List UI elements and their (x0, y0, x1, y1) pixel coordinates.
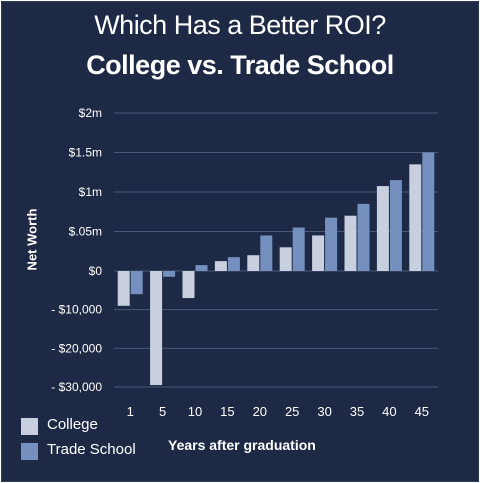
bar-trade-school (292, 227, 305, 271)
x-tick-label: 15 (220, 404, 234, 419)
bar-college (214, 261, 227, 271)
x-tick-label: 35 (350, 404, 364, 419)
y-tick-label: $0 (89, 264, 103, 278)
bar-trade-school (130, 271, 143, 295)
bar-college (409, 164, 422, 271)
x-tick-label: 25 (285, 404, 299, 419)
x-axis-title: Years after graduation (168, 437, 316, 453)
x-tick-labels: 1 5 10 15 20 25 30 35 40 45 (127, 404, 429, 419)
bar-trade-school (422, 152, 435, 271)
x-tick-label: 20 (253, 404, 267, 419)
bar-trade-school (357, 203, 370, 271)
x-tick-label: 10 (188, 404, 202, 419)
legend-label-trade-school: Trade School (47, 441, 136, 458)
bar-trade-school (260, 235, 273, 271)
x-tick-label: 5 (159, 404, 166, 419)
bar-trade-school (163, 271, 176, 277)
y-tick-label: $2m (79, 106, 102, 120)
bar-college (182, 271, 195, 299)
bar-college (150, 271, 163, 386)
bar-trade-school (227, 257, 240, 271)
y-tick-label: - $10,000 (51, 303, 102, 317)
y-tick-labels: $2m $1.5m $1m $.05m $0 - $10,000 - $20,000 - $3… (51, 106, 102, 394)
y-tick-label: $1.5m (69, 146, 102, 160)
legend-swatch-trade-school (21, 443, 38, 460)
legend-swatch-college (21, 418, 38, 435)
y-tick-label: $.05m (69, 225, 102, 239)
y-tick-label: $1m (79, 185, 102, 199)
bar-college (279, 247, 292, 271)
x-tick-label: 40 (382, 404, 396, 419)
bar-college (344, 215, 357, 271)
bar-trade-school (325, 217, 338, 271)
chart-subtitle: College vs. Trade School (86, 50, 394, 80)
chart-title: Which Has a Better ROI? (94, 10, 386, 40)
bar-college (247, 255, 260, 271)
bar-trade-school (195, 265, 208, 271)
bar-college (312, 235, 325, 271)
x-tick-label: 1 (127, 404, 134, 419)
y-axis-title: Net Worth (24, 208, 40, 271)
bar-college (117, 271, 130, 306)
bars (117, 152, 435, 386)
bar-trade-school (389, 180, 402, 271)
x-tick-label: 30 (317, 404, 331, 419)
y-tick-label: - $30,000 (51, 380, 102, 394)
legend-label-college: College (47, 416, 98, 433)
bar-college (376, 186, 389, 271)
x-tick-label: 45 (415, 404, 429, 419)
gridlines (114, 112, 438, 388)
y-tick-label: - $20,000 (51, 341, 102, 355)
